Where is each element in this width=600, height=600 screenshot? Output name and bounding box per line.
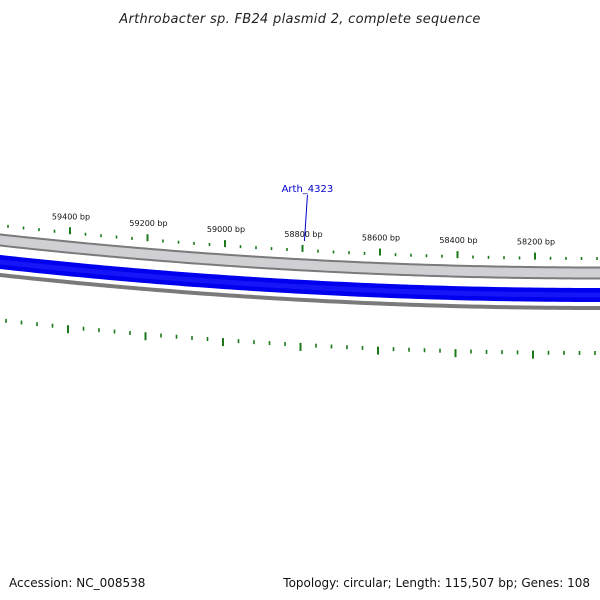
gene-leader-line: [303, 194, 308, 242]
scale-ticks: 59400 bp 59200 bp 59000 bp 58800 bp 58600 bp…: [5, 212, 598, 359]
tick-label: 58600 bp: [362, 234, 400, 243]
map-title: Arthrobacter sp. FB24 plasmid 2, complet…: [118, 12, 480, 27]
accession-text: Accession: NC_008538: [9, 576, 146, 590]
gene-label[interactable]: Arth_4323: [282, 184, 334, 195]
topology-summary: Topology: circular; Length: 115,507 bp; …: [283, 576, 590, 590]
tick-label: 59400 bp: [52, 212, 90, 221]
tick-label: 59000 bp: [207, 225, 245, 234]
gene-labels: Arth_4323: [282, 184, 334, 242]
tick-label: 59200 bp: [129, 219, 167, 228]
backbone: [0, 233, 600, 310]
tick-label: 58400 bp: [439, 236, 477, 245]
tick-label: 58200 bp: [517, 238, 555, 247]
tick-label: 58800 bp: [284, 230, 322, 239]
